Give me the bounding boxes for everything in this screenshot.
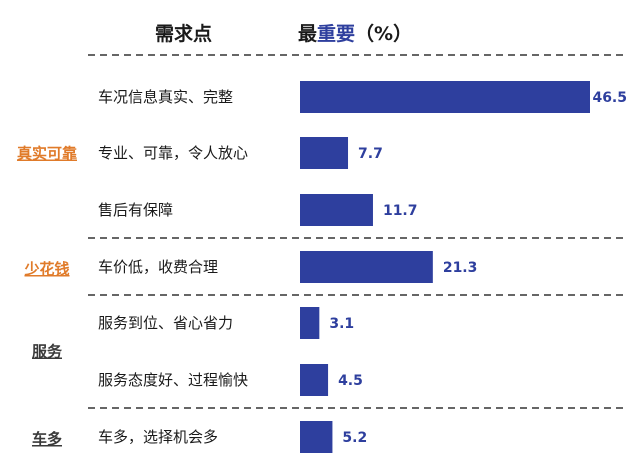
bar bbox=[300, 421, 333, 453]
category-label: 服务到位、省心省力 bbox=[98, 314, 233, 332]
header-importance-suffix: （%） bbox=[355, 22, 412, 45]
bar bbox=[300, 194, 373, 226]
category-label: 售后有保障 bbox=[98, 201, 173, 219]
bar bbox=[300, 137, 349, 169]
header-importance-prefix: 最 bbox=[298, 23, 318, 45]
value-label: 3.1 bbox=[329, 316, 354, 332]
group-label: 车多 bbox=[32, 430, 62, 448]
value-label: 5.2 bbox=[342, 430, 367, 446]
group-label: 真实可靠 bbox=[17, 145, 77, 163]
value-label: 46.5 bbox=[592, 90, 627, 106]
value-labels: 46.5 7.7 11.7 21.3 3.1 4.5 5.2 bbox=[329, 90, 627, 446]
header-demand-point: 需求点 bbox=[155, 22, 212, 45]
header-importance-accent: 重要 bbox=[317, 23, 355, 45]
category-label: 服务态度好、过程愉快 bbox=[98, 371, 248, 389]
group-label: 少花钱 bbox=[23, 260, 69, 278]
bar bbox=[300, 81, 590, 113]
category-labels: 车况信息真实、完整专业、可靠，令人放心售后有保障车价低，收费合理服务到位、省心省… bbox=[98, 88, 248, 446]
bars bbox=[300, 81, 590, 453]
value-label: 21.3 bbox=[443, 260, 478, 276]
dividers bbox=[88, 54, 628, 409]
group-label: 服务 bbox=[32, 343, 63, 361]
bar bbox=[300, 251, 433, 283]
category-label: 专业、可靠，令人放心 bbox=[98, 144, 248, 162]
bar bbox=[300, 364, 329, 396]
value-label: 11.7 bbox=[383, 203, 418, 219]
category-label: 车价低，收费合理 bbox=[98, 258, 218, 276]
category-label: 车况信息真实、完整 bbox=[98, 88, 233, 106]
header-importance: 最重要（%） bbox=[298, 22, 412, 45]
category-label: 车多，选择机会多 bbox=[98, 428, 218, 446]
value-label: 7.7 bbox=[358, 146, 383, 162]
value-label: 4.5 bbox=[338, 373, 363, 389]
bar bbox=[300, 307, 320, 339]
header-row: 需求点 最重要（%） bbox=[155, 22, 412, 45]
